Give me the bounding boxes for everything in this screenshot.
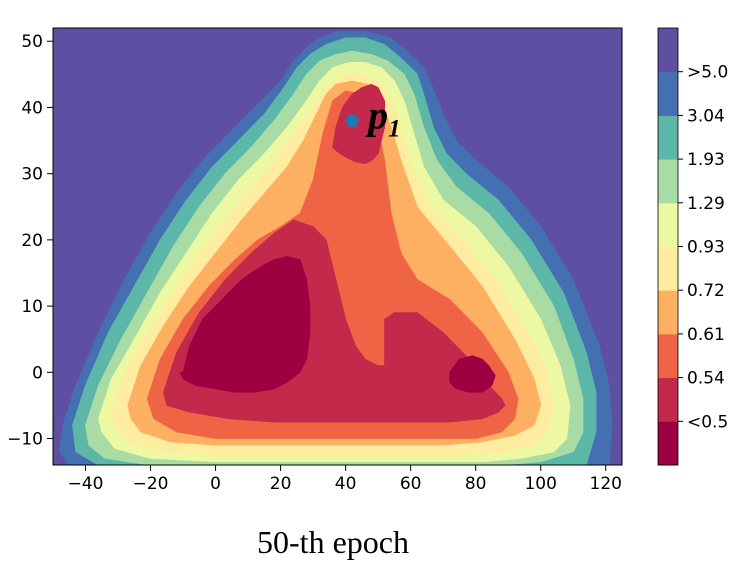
colorbar-tick-label: 1.29: [687, 194, 725, 214]
x-axis: −40 −20 0 20 40 60 80 100 120: [68, 465, 622, 494]
y-tick-label: 40: [21, 98, 43, 118]
contour-region-9: [179, 255, 311, 393]
colorbar-swatch: [658, 71, 678, 116]
x-tick-label: 120: [590, 474, 622, 494]
x-tick-label: −20: [133, 474, 169, 494]
plot-frame: [52, 27, 623, 466]
colorbar-tick-label: <0.5: [687, 412, 728, 432]
x-tick-label: 40: [335, 474, 357, 494]
colorbar-tick-label: 0.72: [687, 281, 725, 301]
x-tick-label: 80: [465, 474, 487, 494]
colorbar-tick-label: 1.93: [687, 150, 725, 170]
x-tick-label: −40: [68, 474, 104, 494]
point-label-main: p: [365, 93, 388, 138]
colorbar-tick-label: 0.54: [687, 369, 725, 389]
colorbar-swatch: [658, 115, 678, 160]
colorbar-swatch: [658, 421, 678, 466]
y-tick-label: −10: [7, 430, 43, 450]
colorbar-swatch: [658, 333, 678, 379]
colorbar-swatch: [658, 28, 678, 73]
colorbar-swatch: [658, 377, 678, 422]
colorbar: <0.5 0.54 0.61 0.72 0.93 1.29 1.93 3.04 >5.0: [657, 27, 728, 466]
y-axis: −10 0 10 20 30 40 50: [7, 32, 53, 450]
y-tick-label: 30: [21, 165, 43, 185]
y-tick-label: 10: [21, 297, 43, 317]
y-tick-label: 50: [21, 32, 43, 52]
x-tick-label: 60: [400, 474, 422, 494]
contour-regions: [59, 30, 613, 465]
x-tick-label: 100: [524, 474, 556, 494]
colorbar-swatch: [658, 246, 678, 291]
colorbar-tick-label: >5.0: [687, 63, 728, 83]
colorbar-swatch: [658, 159, 678, 204]
contour-region-8: [332, 83, 386, 165]
y-tick-label: 0: [32, 363, 43, 383]
figure-caption: 50-th epoch: [257, 524, 409, 560]
contour-region-10: [449, 355, 496, 393]
y-tick-label: 20: [21, 231, 43, 251]
colorbar-tick-label: 3.04: [687, 106, 725, 126]
colorbar-swatch: [658, 202, 678, 247]
colorbar-tick-label: 0.61: [687, 325, 725, 345]
x-tick-label: 20: [270, 474, 292, 494]
x-tick-label: 0: [210, 474, 221, 494]
point-marker: [345, 114, 359, 128]
colorbar-tick-label: 0.93: [687, 238, 725, 258]
point-label: p1: [365, 93, 401, 143]
colorbar-swatch: [658, 290, 678, 335]
point-label-subscript: 1: [388, 116, 401, 143]
point-marker-group: p1: [345, 93, 401, 143]
